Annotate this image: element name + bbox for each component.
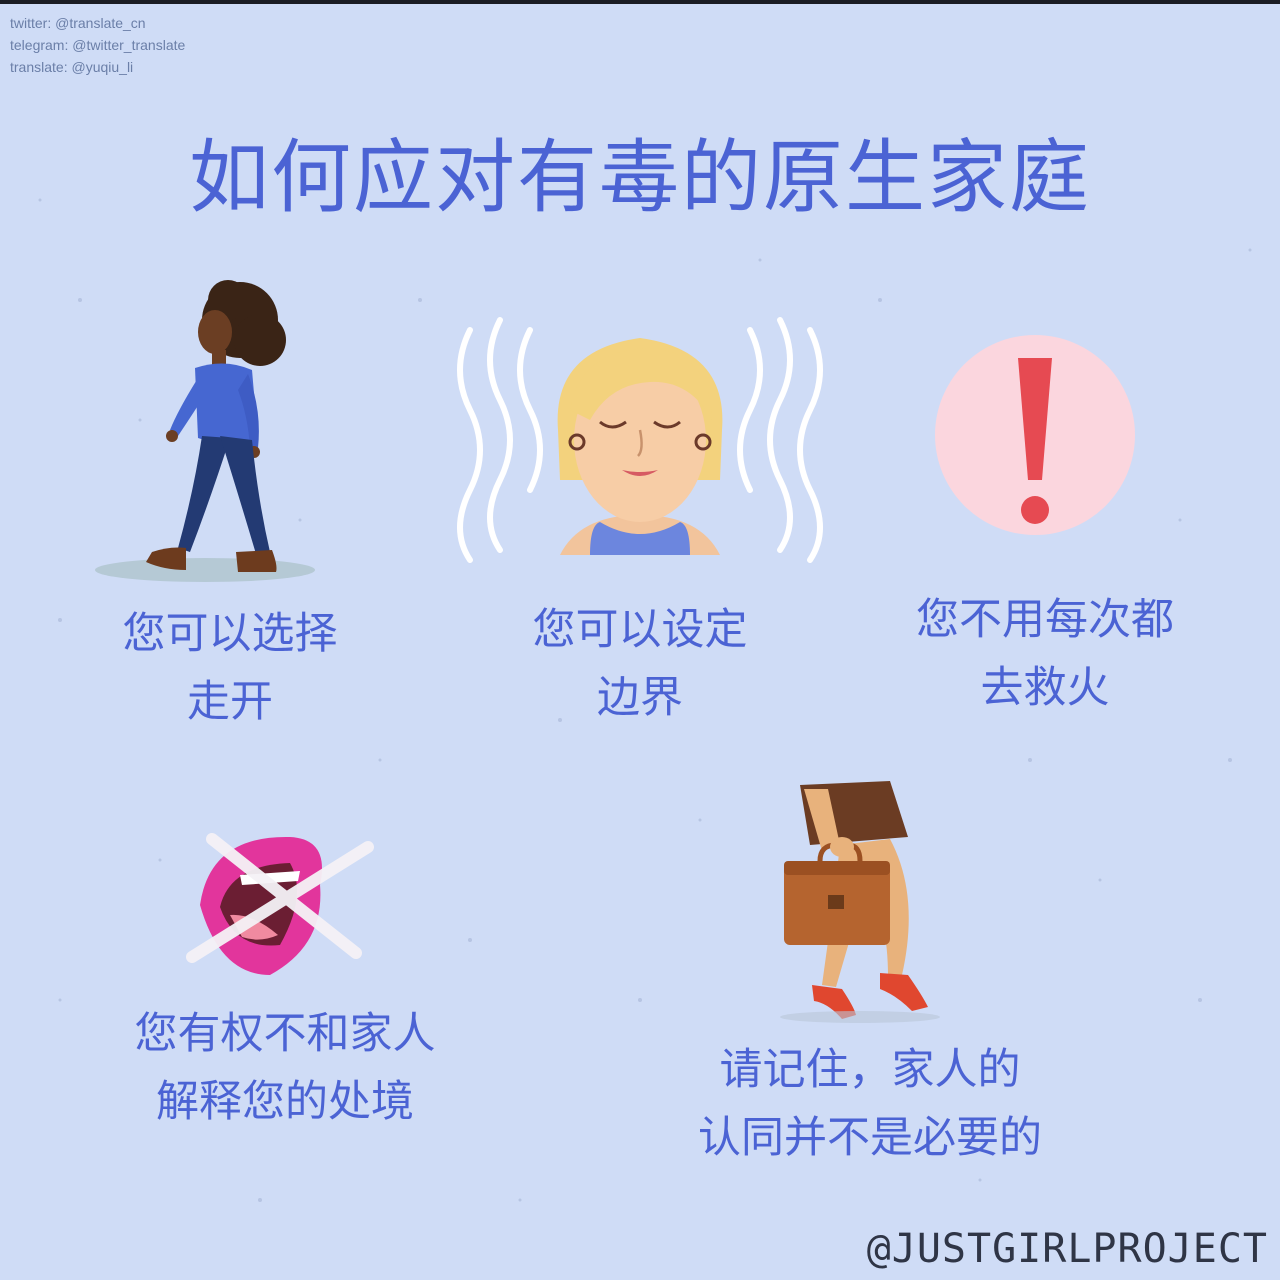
watermark-handle: @JUSTGIRLPROJECT (866, 1226, 1268, 1272)
exclamation-icon (935, 335, 1135, 535)
item-approval-line2: 认同并不是必要的 (698, 1113, 1042, 1163)
item-firefighting-line1: 您不用每次都 (916, 595, 1174, 645)
woman-with-briefcase-illustration (780, 781, 940, 1023)
walking-woman-illustration (95, 280, 315, 582)
credit-translate: translate: @yuqiu_li (10, 59, 134, 75)
item-firefighting-line2: 去救火 (980, 663, 1110, 713)
translation-credits: twitter: @translate_cn telegram: @twitte… (10, 12, 185, 78)
item-walk-away-line1: 您可以选择 (122, 609, 338, 659)
item-boundaries-caption: 您可以设定 边界 (490, 596, 790, 732)
item-explain-line1: 您有权不和家人 (134, 1009, 436, 1059)
top-border (0, 0, 1280, 4)
item-approval-caption: 请记住，家人的 认同并不是必要的 (660, 1036, 1080, 1172)
item-walk-away-caption: 您可以选择 走开 (80, 600, 380, 736)
credit-telegram: telegram: @twitter_translate (10, 37, 186, 53)
item-boundaries-line1: 您可以设定 (532, 605, 748, 655)
page-title: 如何应对有毒的原生家庭 (189, 131, 1091, 224)
item-boundaries-line2: 边界 (597, 673, 683, 723)
calm-woman-illustration (457, 317, 823, 563)
item-approval-line1: 请记住，家人的 (719, 1045, 1021, 1095)
item-firefighting-caption: 您不用每次都 去救火 (880, 586, 1210, 722)
item-explain-caption: 您有权不和家人 解释您的处境 (100, 1000, 470, 1136)
item-walk-away-line2: 走开 (187, 677, 273, 727)
item-explain-line2: 解释您的处境 (156, 1077, 414, 1127)
credit-twitter: twitter: @translate_cn (10, 15, 146, 31)
crossed-mouth-icon (186, 833, 374, 975)
